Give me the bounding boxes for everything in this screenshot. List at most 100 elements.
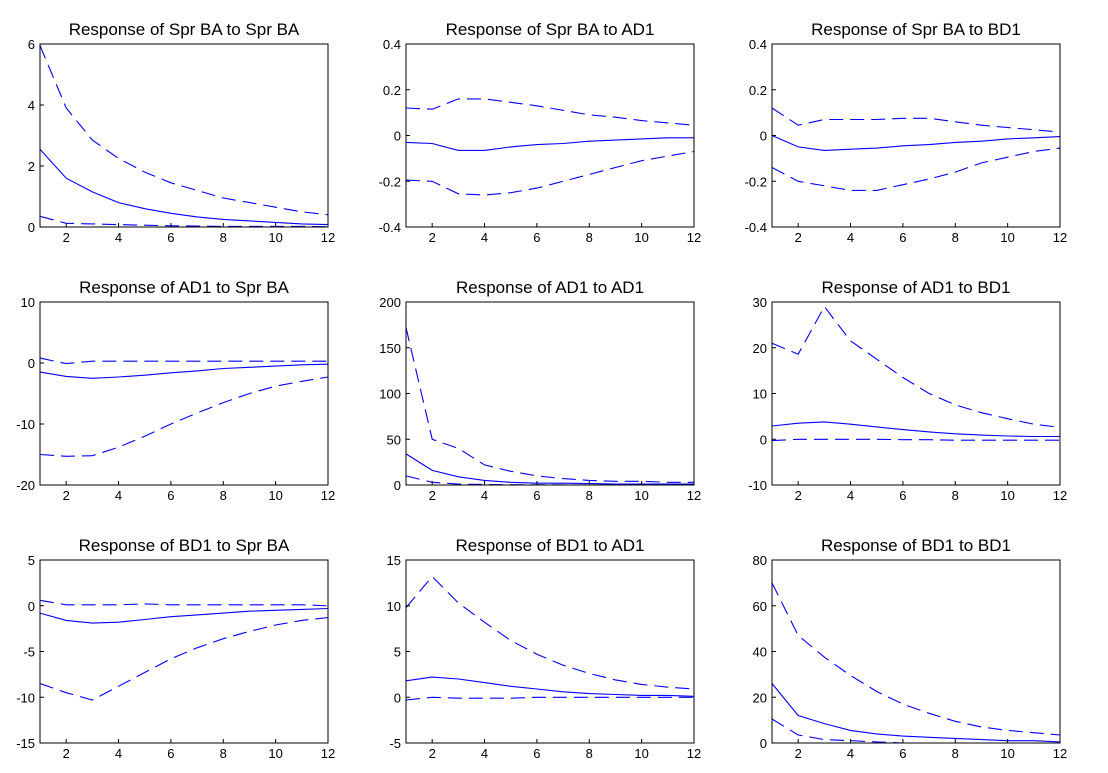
subplot-title: Response of Spr BA to AD1 bbox=[446, 20, 655, 39]
series-line-band-2 bbox=[771, 147, 1061, 191]
subplot-title: Response of Spr BA to BD1 bbox=[811, 20, 1021, 39]
y-tick-label: 6 bbox=[28, 37, 35, 52]
series-line-band-1 bbox=[39, 357, 328, 365]
x-tick-label: 2 bbox=[63, 230, 70, 245]
y-tick-label: 80 bbox=[753, 553, 767, 568]
x-tick-label: 6 bbox=[899, 230, 906, 245]
y-tick-label: -0.4 bbox=[379, 220, 401, 235]
x-tick-label: 6 bbox=[167, 230, 174, 245]
series-line-band-1 bbox=[771, 107, 1061, 133]
x-tick-label: 2 bbox=[795, 746, 802, 761]
subplot-9: Response of BD1 to BD1 2 4 6 8 10 12 0 20 40 60 80 bbox=[753, 536, 1068, 761]
subplot-title: Response of AD1 to BD1 bbox=[821, 278, 1010, 297]
x-tick-label: 8 bbox=[220, 230, 227, 245]
x-tick-label: 2 bbox=[429, 488, 436, 503]
series-line-response bbox=[771, 683, 1061, 743]
y-tick-label: -15 bbox=[16, 736, 35, 751]
y-tick-label: 5 bbox=[394, 645, 401, 660]
y-tick-label: 30 bbox=[753, 295, 767, 310]
y-tick-label: -10 bbox=[16, 417, 35, 432]
y-tick-label: 20 bbox=[753, 341, 767, 356]
subplot-4: Response of AD1 to Spr BA 2 4 6 8 10 12 -20 -10 0… bbox=[16, 278, 335, 503]
x-tick-label: 4 bbox=[115, 230, 122, 245]
series-line-band-2 bbox=[39, 617, 329, 701]
x-tick-label: 4 bbox=[481, 746, 488, 761]
y-tick-label: -10 bbox=[748, 478, 767, 493]
subplot-2: Response of Spr BA to AD1 2 4 6 8 10 12 -0.4 -0.… bbox=[379, 20, 702, 245]
x-tick-label: 2 bbox=[429, 230, 436, 245]
x-tick-label: 6 bbox=[533, 488, 540, 503]
y-tick-label: -5 bbox=[23, 645, 35, 660]
x-tick-label: 6 bbox=[167, 488, 174, 503]
series-line-response bbox=[405, 453, 694, 485]
y-tick-label: 4 bbox=[28, 98, 35, 113]
axes-box bbox=[771, 301, 1061, 486]
x-tick-label: 6 bbox=[899, 746, 906, 761]
series-line-band-2 bbox=[39, 215, 329, 228]
y-tick-label: 0 bbox=[760, 432, 767, 447]
x-tick-label: 10 bbox=[1000, 230, 1014, 245]
x-tick-label: 12 bbox=[1053, 488, 1067, 503]
y-tick-label: 100 bbox=[379, 387, 401, 402]
subplot-1: Response of Spr BA to Spr BA 2 4 6 8 10 12 0 2 4 6 bbox=[28, 20, 335, 245]
subplot-7: Response of BD1 to Spr BA 2 4 6 8 10 12 -15 -10 -… bbox=[16, 536, 335, 761]
y-tick-label: 150 bbox=[379, 341, 401, 356]
series-line-response bbox=[771, 134, 1061, 151]
x-tick-label: 12 bbox=[687, 746, 701, 761]
x-tick-label: 6 bbox=[167, 746, 174, 761]
axes-box bbox=[39, 559, 329, 744]
x-tick-label: 10 bbox=[634, 746, 648, 761]
y-tick-label: -0.2 bbox=[379, 174, 401, 189]
y-tick-label: 60 bbox=[753, 599, 767, 614]
y-tick-label: 10 bbox=[753, 387, 767, 402]
x-tick-label: 8 bbox=[220, 746, 227, 761]
y-tick-label: 0 bbox=[760, 736, 767, 751]
axes-box bbox=[39, 43, 329, 228]
y-tick-label: 0 bbox=[28, 599, 35, 614]
series-line-band-1 bbox=[405, 327, 694, 483]
x-tick-label: 2 bbox=[63, 746, 70, 761]
x-tick-label: 2 bbox=[429, 746, 436, 761]
series-line-band-2 bbox=[405, 150, 695, 196]
x-tick-label: 10 bbox=[268, 230, 282, 245]
x-tick-label: 4 bbox=[847, 488, 854, 503]
x-tick-label: 10 bbox=[1000, 488, 1014, 503]
x-tick-label: 2 bbox=[795, 488, 802, 503]
series-line-response bbox=[39, 148, 329, 226]
series-line-band-1 bbox=[771, 582, 1061, 736]
axes-box bbox=[39, 301, 329, 486]
series-line-response bbox=[405, 137, 694, 151]
x-tick-label: 10 bbox=[634, 230, 648, 245]
x-tick-label: 4 bbox=[847, 230, 854, 245]
subplot-6: Response of AD1 to BD1 2 4 6 8 10 12 -10 0 10 20 30 bbox=[748, 278, 1067, 503]
series-line-band-1 bbox=[771, 305, 1061, 428]
y-tick-label: 0 bbox=[28, 356, 35, 371]
series-line-band-2 bbox=[771, 438, 1060, 442]
series-line-response bbox=[771, 421, 1060, 438]
y-tick-label: 10 bbox=[387, 599, 401, 614]
y-tick-label: 50 bbox=[387, 432, 401, 447]
x-tick-label: 8 bbox=[952, 230, 959, 245]
series-line-band-1 bbox=[405, 575, 695, 690]
y-tick-label: 5 bbox=[28, 553, 35, 568]
subplot-title: Response of BD1 to AD1 bbox=[455, 536, 644, 555]
axes-box bbox=[771, 43, 1061, 228]
subplot-title: Response of AD1 to AD1 bbox=[456, 278, 644, 297]
axes-box bbox=[405, 43, 695, 228]
series-line-response bbox=[39, 607, 329, 624]
subplot-title: Response of AD1 to Spr BA bbox=[79, 278, 289, 297]
x-tick-label: 10 bbox=[1000, 746, 1014, 761]
y-tick-label: 0.4 bbox=[749, 37, 767, 52]
y-tick-label: 10 bbox=[21, 295, 35, 310]
x-tick-label: 8 bbox=[586, 746, 593, 761]
x-tick-label: 2 bbox=[795, 230, 802, 245]
x-tick-label: 12 bbox=[1053, 230, 1067, 245]
x-tick-label: 2 bbox=[63, 488, 70, 503]
subplot-title: Response of BD1 to BD1 bbox=[821, 536, 1011, 555]
y-tick-label: 20 bbox=[753, 690, 767, 705]
subplot-3: Response of Spr BA to BD1 2 4 6 8 10 12 -0.4 -0.… bbox=[745, 20, 1068, 245]
y-tick-label: -0.2 bbox=[745, 174, 767, 189]
series-line-band-2 bbox=[39, 376, 329, 457]
y-tick-label: -20 bbox=[16, 478, 35, 493]
